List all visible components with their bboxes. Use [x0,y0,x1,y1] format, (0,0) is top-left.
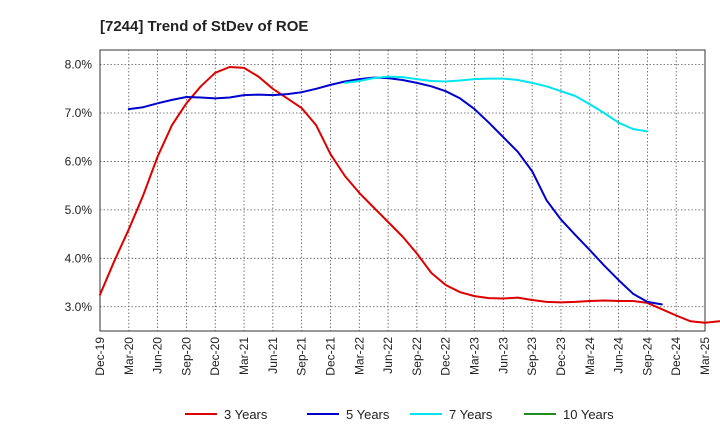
x-tick-label: Mar-24 [583,337,597,375]
y-tick-label: 8.0% [65,58,93,72]
x-tick-label: Sep-20 [179,337,193,376]
x-tick-label: Sep-22 [410,337,424,376]
series-line-5-years [127,76,663,306]
x-tick-label: Mar-25 [698,337,712,375]
x-tick-label: Mar-22 [352,337,366,375]
x-tick-label: Jun-21 [266,337,280,374]
series-line-7-years [343,75,649,133]
plot-border [99,49,706,332]
x-tick-label: Mar-21 [237,337,251,375]
y-axis: 3.0% 4.0% 5.0% 6.0% 7.0% 8.0% [65,58,93,314]
legend-label: 10 Years [563,407,614,422]
y-tick-label: 5.0% [65,203,93,217]
x-tick-label: Dec-20 [208,337,222,376]
chart-title: [7244] Trend of StDev of ROE [100,18,308,35]
grid [99,49,706,332]
x-tick-label: Mar-20 [122,337,136,375]
x-tick-label: Mar-23 [468,337,482,375]
series-line-3-years [99,66,720,324]
y-tick-label: 4.0% [65,251,93,265]
legend-label: 3 Years [224,407,268,422]
legend-label: 7 Years [449,407,493,422]
x-tick-label: Jun-22 [381,337,395,374]
y-tick-label: 6.0% [65,154,93,168]
plot-area [99,66,720,324]
legend: 3 Years 5 Years 7 Years 10 Years [185,407,614,422]
x-axis: Dec-19 Mar-20 Jun-20 Sep-20 Dec-20 Mar-21 Jun-… [93,337,712,376]
x-tick-label: Dec-24 [669,337,683,376]
x-tick-label: Jun-20 [151,337,165,374]
y-tick-label: 7.0% [65,106,93,120]
x-tick-label: Dec-23 [554,337,568,376]
y-tick-label: 3.0% [65,300,93,314]
x-tick-label: Sep-21 [295,337,309,376]
legend-label: 5 Years [346,407,390,422]
x-tick-label: Sep-23 [525,337,539,376]
x-tick-label: Dec-21 [323,337,337,376]
x-tick-label: Dec-19 [93,337,107,376]
x-tick-label: Jun-23 [496,337,510,374]
x-tick-label: Dec-22 [439,337,453,376]
x-tick-label: Sep-24 [640,337,654,376]
x-tick-label: Jun-24 [612,337,626,374]
